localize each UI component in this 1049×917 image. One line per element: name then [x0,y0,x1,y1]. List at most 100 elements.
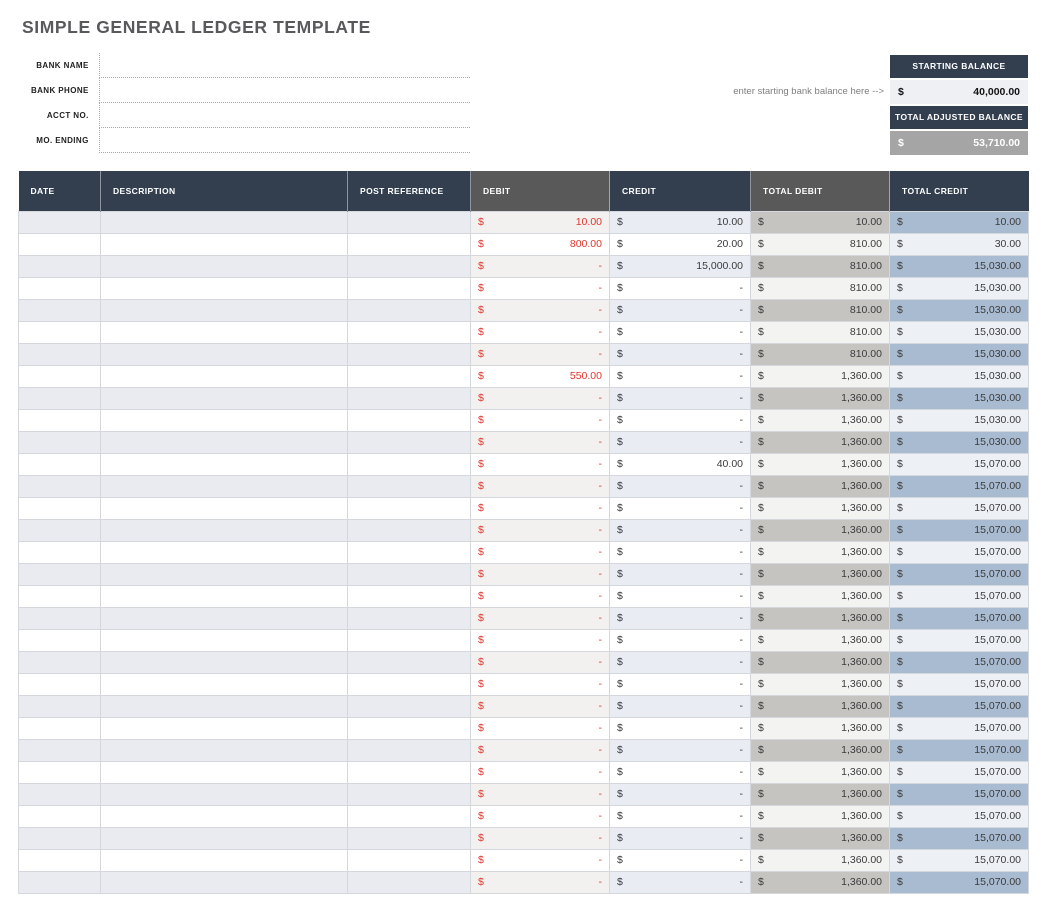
description-cell[interactable] [100,343,348,366]
total-debit-cell[interactable]: $1,360.00 [750,607,890,630]
total-credit-cell[interactable]: $15,030.00 [889,321,1029,344]
total-debit-cell[interactable]: $1,360.00 [750,739,890,762]
description-cell[interactable] [100,255,348,278]
debit-cell[interactable]: $550.00 [470,365,610,388]
total-credit-cell[interactable]: $10.00 [889,211,1029,234]
total-debit-cell[interactable]: $1,360.00 [750,871,890,894]
date-cell[interactable] [18,563,101,586]
credit-cell[interactable]: $ - [609,321,751,344]
total-debit-cell[interactable]: $1,360.00 [750,761,890,784]
total-debit-cell[interactable]: $10.00 [750,211,890,234]
acct-no-field[interactable] [98,103,470,128]
date-cell[interactable] [18,519,101,542]
total-credit-cell[interactable]: $15,070.00 [889,453,1029,476]
credit-cell[interactable]: $ - [609,761,751,784]
debit-cell[interactable]: $800.00 [470,233,610,256]
credit-cell[interactable]: $20.00 [609,233,751,256]
credit-cell[interactable]: $ - [609,475,751,498]
post-reference-cell[interactable] [347,365,471,388]
description-cell[interactable] [100,299,348,322]
description-cell[interactable] [100,431,348,454]
debit-cell[interactable]: $ - [470,299,610,322]
credit-cell[interactable]: $ - [609,343,751,366]
description-cell[interactable] [100,849,348,872]
total-debit-cell[interactable]: $1,360.00 [750,717,890,740]
total-credit-cell[interactable]: $15,030.00 [889,299,1029,322]
description-cell[interactable] [100,409,348,432]
description-cell[interactable] [100,871,348,894]
date-cell[interactable] [18,827,101,850]
total-credit-cell[interactable]: $15,070.00 [889,629,1029,652]
credit-cell[interactable]: $ - [609,541,751,564]
date-cell[interactable] [18,673,101,696]
description-cell[interactable] [100,387,348,410]
total-debit-cell[interactable]: $1,360.00 [750,519,890,542]
credit-cell[interactable]: $ - [609,783,751,806]
description-cell[interactable] [100,277,348,300]
debit-cell[interactable]: $ - [470,453,610,476]
date-cell[interactable] [18,211,101,234]
description-cell[interactable] [100,827,348,850]
bank-name-field[interactable] [98,53,470,78]
date-cell[interactable] [18,431,101,454]
credit-cell[interactable]: $ - [609,805,751,828]
debit-cell[interactable]: $ - [470,563,610,586]
post-reference-cell[interactable] [347,563,471,586]
credit-cell[interactable]: $ - [609,607,751,630]
total-debit-cell[interactable]: $1,360.00 [750,629,890,652]
debit-cell[interactable]: $ - [470,497,610,520]
total-debit-cell[interactable]: $1,360.00 [750,541,890,564]
credit-cell[interactable]: $ - [609,497,751,520]
post-reference-cell[interactable] [347,299,471,322]
post-reference-cell[interactable] [347,497,471,520]
post-reference-cell[interactable] [347,629,471,652]
date-cell[interactable] [18,497,101,520]
credit-cell[interactable]: $ - [609,871,751,894]
post-reference-cell[interactable] [347,321,471,344]
debit-cell[interactable]: $ - [470,387,610,410]
debit-cell[interactable]: $ - [470,607,610,630]
debit-cell[interactable]: $ - [470,431,610,454]
total-credit-cell[interactable]: $15,070.00 [889,805,1029,828]
date-cell[interactable] [18,629,101,652]
description-cell[interactable] [100,211,348,234]
post-reference-cell[interactable] [347,871,471,894]
debit-cell[interactable]: $ - [470,519,610,542]
date-cell[interactable] [18,453,101,476]
post-reference-cell[interactable] [347,607,471,630]
description-cell[interactable] [100,585,348,608]
credit-cell[interactable]: $ - [609,409,751,432]
total-credit-cell[interactable]: $15,030.00 [889,365,1029,388]
debit-cell[interactable]: $ - [470,541,610,564]
total-credit-cell[interactable]: $15,070.00 [889,541,1029,564]
total-debit-cell[interactable]: $810.00 [750,255,890,278]
post-reference-cell[interactable] [347,827,471,850]
total-debit-cell[interactable]: $1,360.00 [750,783,890,806]
post-reference-cell[interactable] [347,387,471,410]
date-cell[interactable] [18,607,101,630]
post-reference-cell[interactable] [347,541,471,564]
description-cell[interactable] [100,607,348,630]
date-cell[interactable] [18,849,101,872]
credit-cell[interactable]: $ - [609,563,751,586]
total-credit-cell[interactable]: $15,070.00 [889,849,1029,872]
credit-cell[interactable]: $15,000.00 [609,255,751,278]
description-cell[interactable] [100,739,348,762]
total-credit-cell[interactable]: $15,070.00 [889,607,1029,630]
debit-cell[interactable]: $ - [470,629,610,652]
description-cell[interactable] [100,233,348,256]
credit-cell[interactable]: $10.00 [609,211,751,234]
post-reference-cell[interactable] [347,585,471,608]
post-reference-cell[interactable] [347,805,471,828]
post-reference-cell[interactable] [347,783,471,806]
debit-cell[interactable]: $ - [470,673,610,696]
date-cell[interactable] [18,409,101,432]
date-cell[interactable] [18,541,101,564]
description-cell[interactable] [100,629,348,652]
description-cell[interactable] [100,717,348,740]
description-cell[interactable] [100,541,348,564]
total-credit-cell[interactable]: $15,030.00 [889,387,1029,410]
credit-cell[interactable]: $ - [609,673,751,696]
debit-cell[interactable]: $ - [470,475,610,498]
bank-phone-field[interactable] [98,78,470,103]
